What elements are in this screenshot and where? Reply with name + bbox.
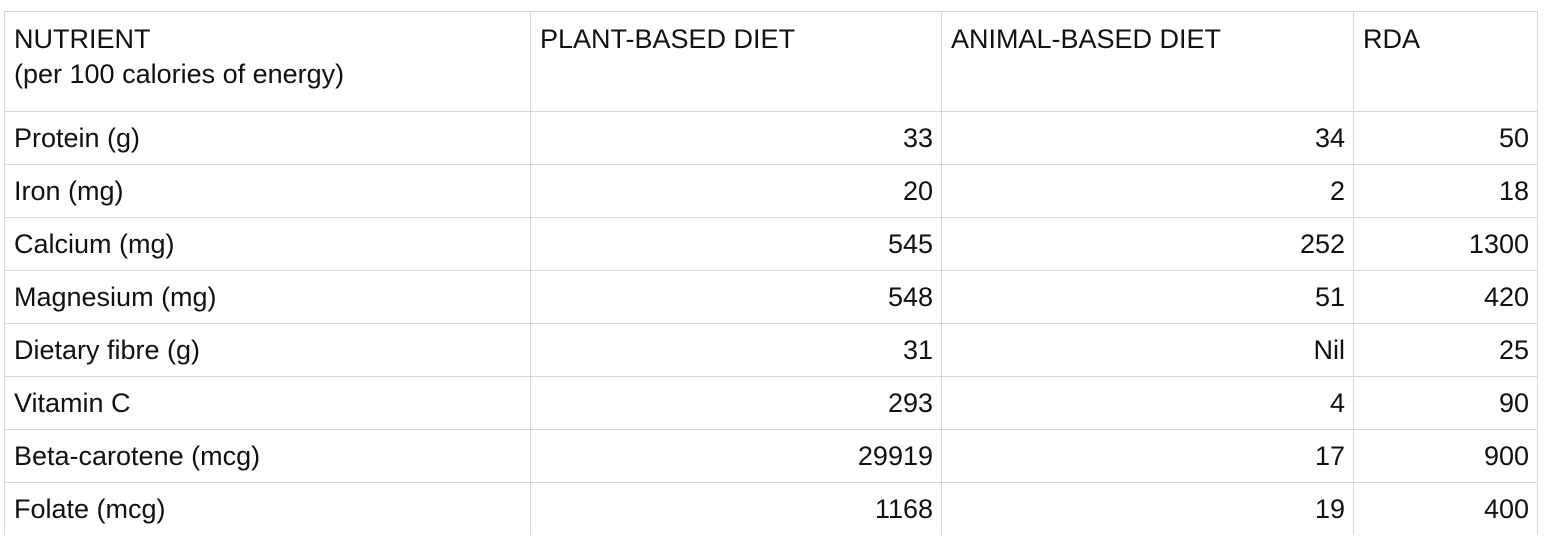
rda-value-cell: 420 [1353,270,1538,324]
plant-value-cell: 548 [530,270,942,324]
nutrient-cell: Dietary fibre (g) [4,323,531,377]
rda-value-cell: 18 [1353,164,1538,218]
plant-value-cell: 1168 [530,482,942,535]
table-row: Protein (g) 33 34 50 [4,111,1538,165]
nutrient-cell: Magnesium (mg) [4,270,531,324]
animal-value-cell: 34 [941,111,1354,165]
nutrient-cell: Iron (mg) [4,164,531,218]
plant-value-cell: 31 [530,323,942,377]
header-nutrient: NUTRIENT (per 100 calories of energy) [4,11,531,112]
plant-value-cell: 293 [530,376,942,430]
animal-value-cell: Nil [941,323,1354,377]
nutrient-cell: Calcium (mg) [4,217,531,271]
table-row: Iron (mg) 20 2 18 [4,164,1538,218]
nutrient-cell: Folate (mcg) [4,482,531,535]
animal-value-cell: 51 [941,270,1354,324]
header-plant-based: PLANT-BASED DIET [530,11,942,112]
plant-value-cell: 545 [530,217,942,271]
animal-value-cell: 252 [941,217,1354,271]
plant-value-cell: 29919 [530,429,942,483]
table-row: Beta-carotene (mcg) 29919 17 900 [4,429,1538,483]
table-row: Magnesium (mg) 548 51 420 [4,270,1538,324]
rda-value-cell: 900 [1353,429,1538,483]
rda-value-cell: 1300 [1353,217,1538,271]
animal-value-cell: 17 [941,429,1354,483]
header-nutrient-subtitle: (per 100 calories of energy) [14,59,345,89]
nutrient-cell: Beta-carotene (mcg) [4,429,531,483]
rda-value-cell: 400 [1353,482,1538,535]
nutrient-cell: Vitamin C [4,376,531,430]
header-animal-based: ANIMAL-BASED DIET [941,11,1354,112]
animal-value-cell: 4 [941,376,1354,430]
header-nutrient-title: NUTRIENT [14,24,151,54]
table-row: Calcium (mg) 545 252 1300 [4,217,1538,271]
rda-value-cell: 90 [1353,376,1538,430]
header-rda: RDA [1353,11,1538,112]
nutrient-cell: Protein (g) [4,111,531,165]
rda-value-cell: 25 [1353,323,1538,377]
animal-value-cell: 2 [941,164,1354,218]
nutrient-comparison-table: NUTRIENT (per 100 calories of energy) PL… [4,11,1538,535]
table-header-row: NUTRIENT (per 100 calories of energy) PL… [4,11,1538,112]
table-row: Dietary fibre (g) 31 Nil 25 [4,323,1538,377]
plant-value-cell: 20 [530,164,942,218]
table-row: Folate (mcg) 1168 19 400 [4,482,1538,535]
rda-value-cell: 50 [1353,111,1538,165]
animal-value-cell: 19 [941,482,1354,535]
table-row: Vitamin C 293 4 90 [4,376,1538,430]
plant-value-cell: 33 [530,111,942,165]
